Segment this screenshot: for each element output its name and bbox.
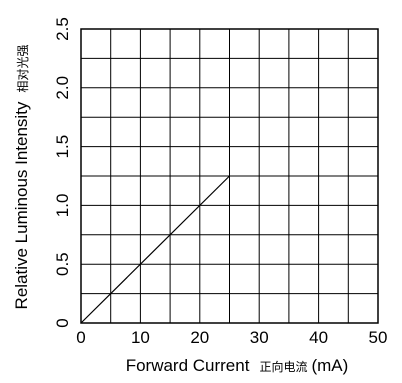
y-axis-title-text: Relative Luminous Intensity	[12, 101, 31, 309]
x-tick-labels: 0 10 20 30 40 50	[76, 328, 387, 347]
y-tick-label: 0.5	[53, 252, 72, 276]
x-axis-title-unit: (mA)	[311, 356, 348, 375]
y-tick-label: 2.0	[53, 76, 72, 100]
x-tick-label: 40	[309, 328, 328, 347]
y-tick-label: 1.0	[53, 194, 72, 218]
x-axis-title: Forward Current 正向电流 (mA)	[126, 356, 349, 375]
y-axis-title-cjk: 相对光强	[16, 45, 30, 93]
x-tick-label: 20	[190, 328, 209, 347]
x-axis-title-text: Forward Current	[126, 356, 250, 375]
y-tick-labels: 0 0.5 1.0 1.5 2.0 2.5	[53, 17, 72, 328]
plot-frame	[80, 28, 379, 324]
y-tick-label: 1.5	[53, 135, 72, 159]
x-tick-label: 10	[131, 328, 150, 347]
series-line-0	[80, 175, 230, 324]
y-axis-title: Relative Luminous Intensity 相对光强	[12, 45, 31, 310]
x-tick-label: 30	[250, 328, 269, 347]
data-series	[80, 175, 230, 324]
x-tick-label: 0	[76, 328, 85, 347]
y-tick-label: 2.5	[53, 17, 72, 41]
x-tick-label: 50	[369, 328, 388, 347]
x-axis-title-cjk: 正向电流	[259, 359, 307, 374]
y-tick-label: 0	[53, 318, 72, 327]
